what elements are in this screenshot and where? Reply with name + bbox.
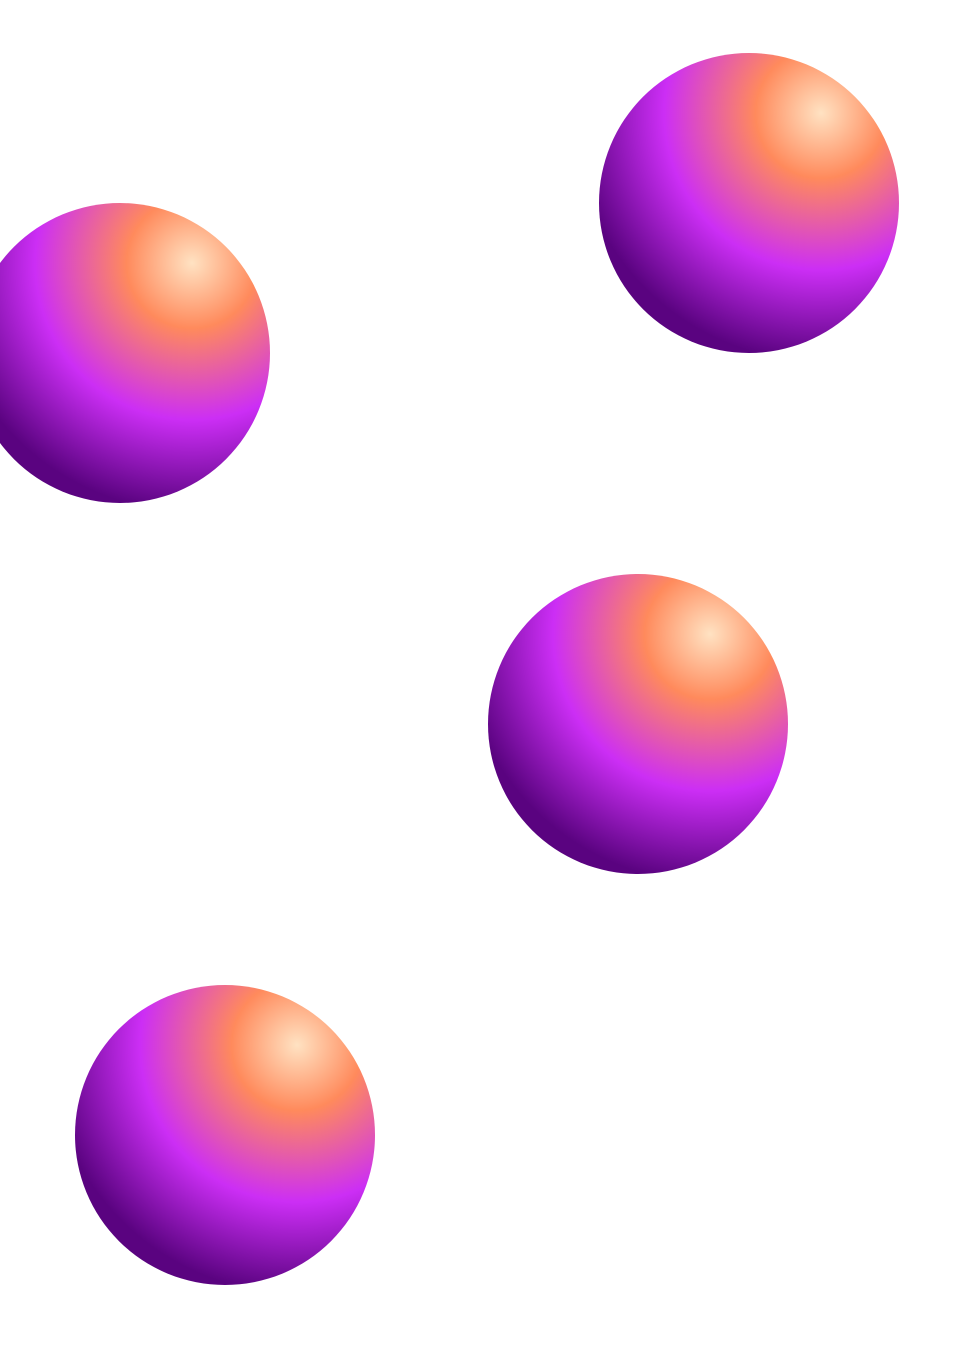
gradient-sphere (0, 203, 270, 503)
gradient-sphere (488, 574, 788, 874)
gradient-sphere (599, 53, 899, 353)
gradient-sphere (75, 985, 375, 1285)
